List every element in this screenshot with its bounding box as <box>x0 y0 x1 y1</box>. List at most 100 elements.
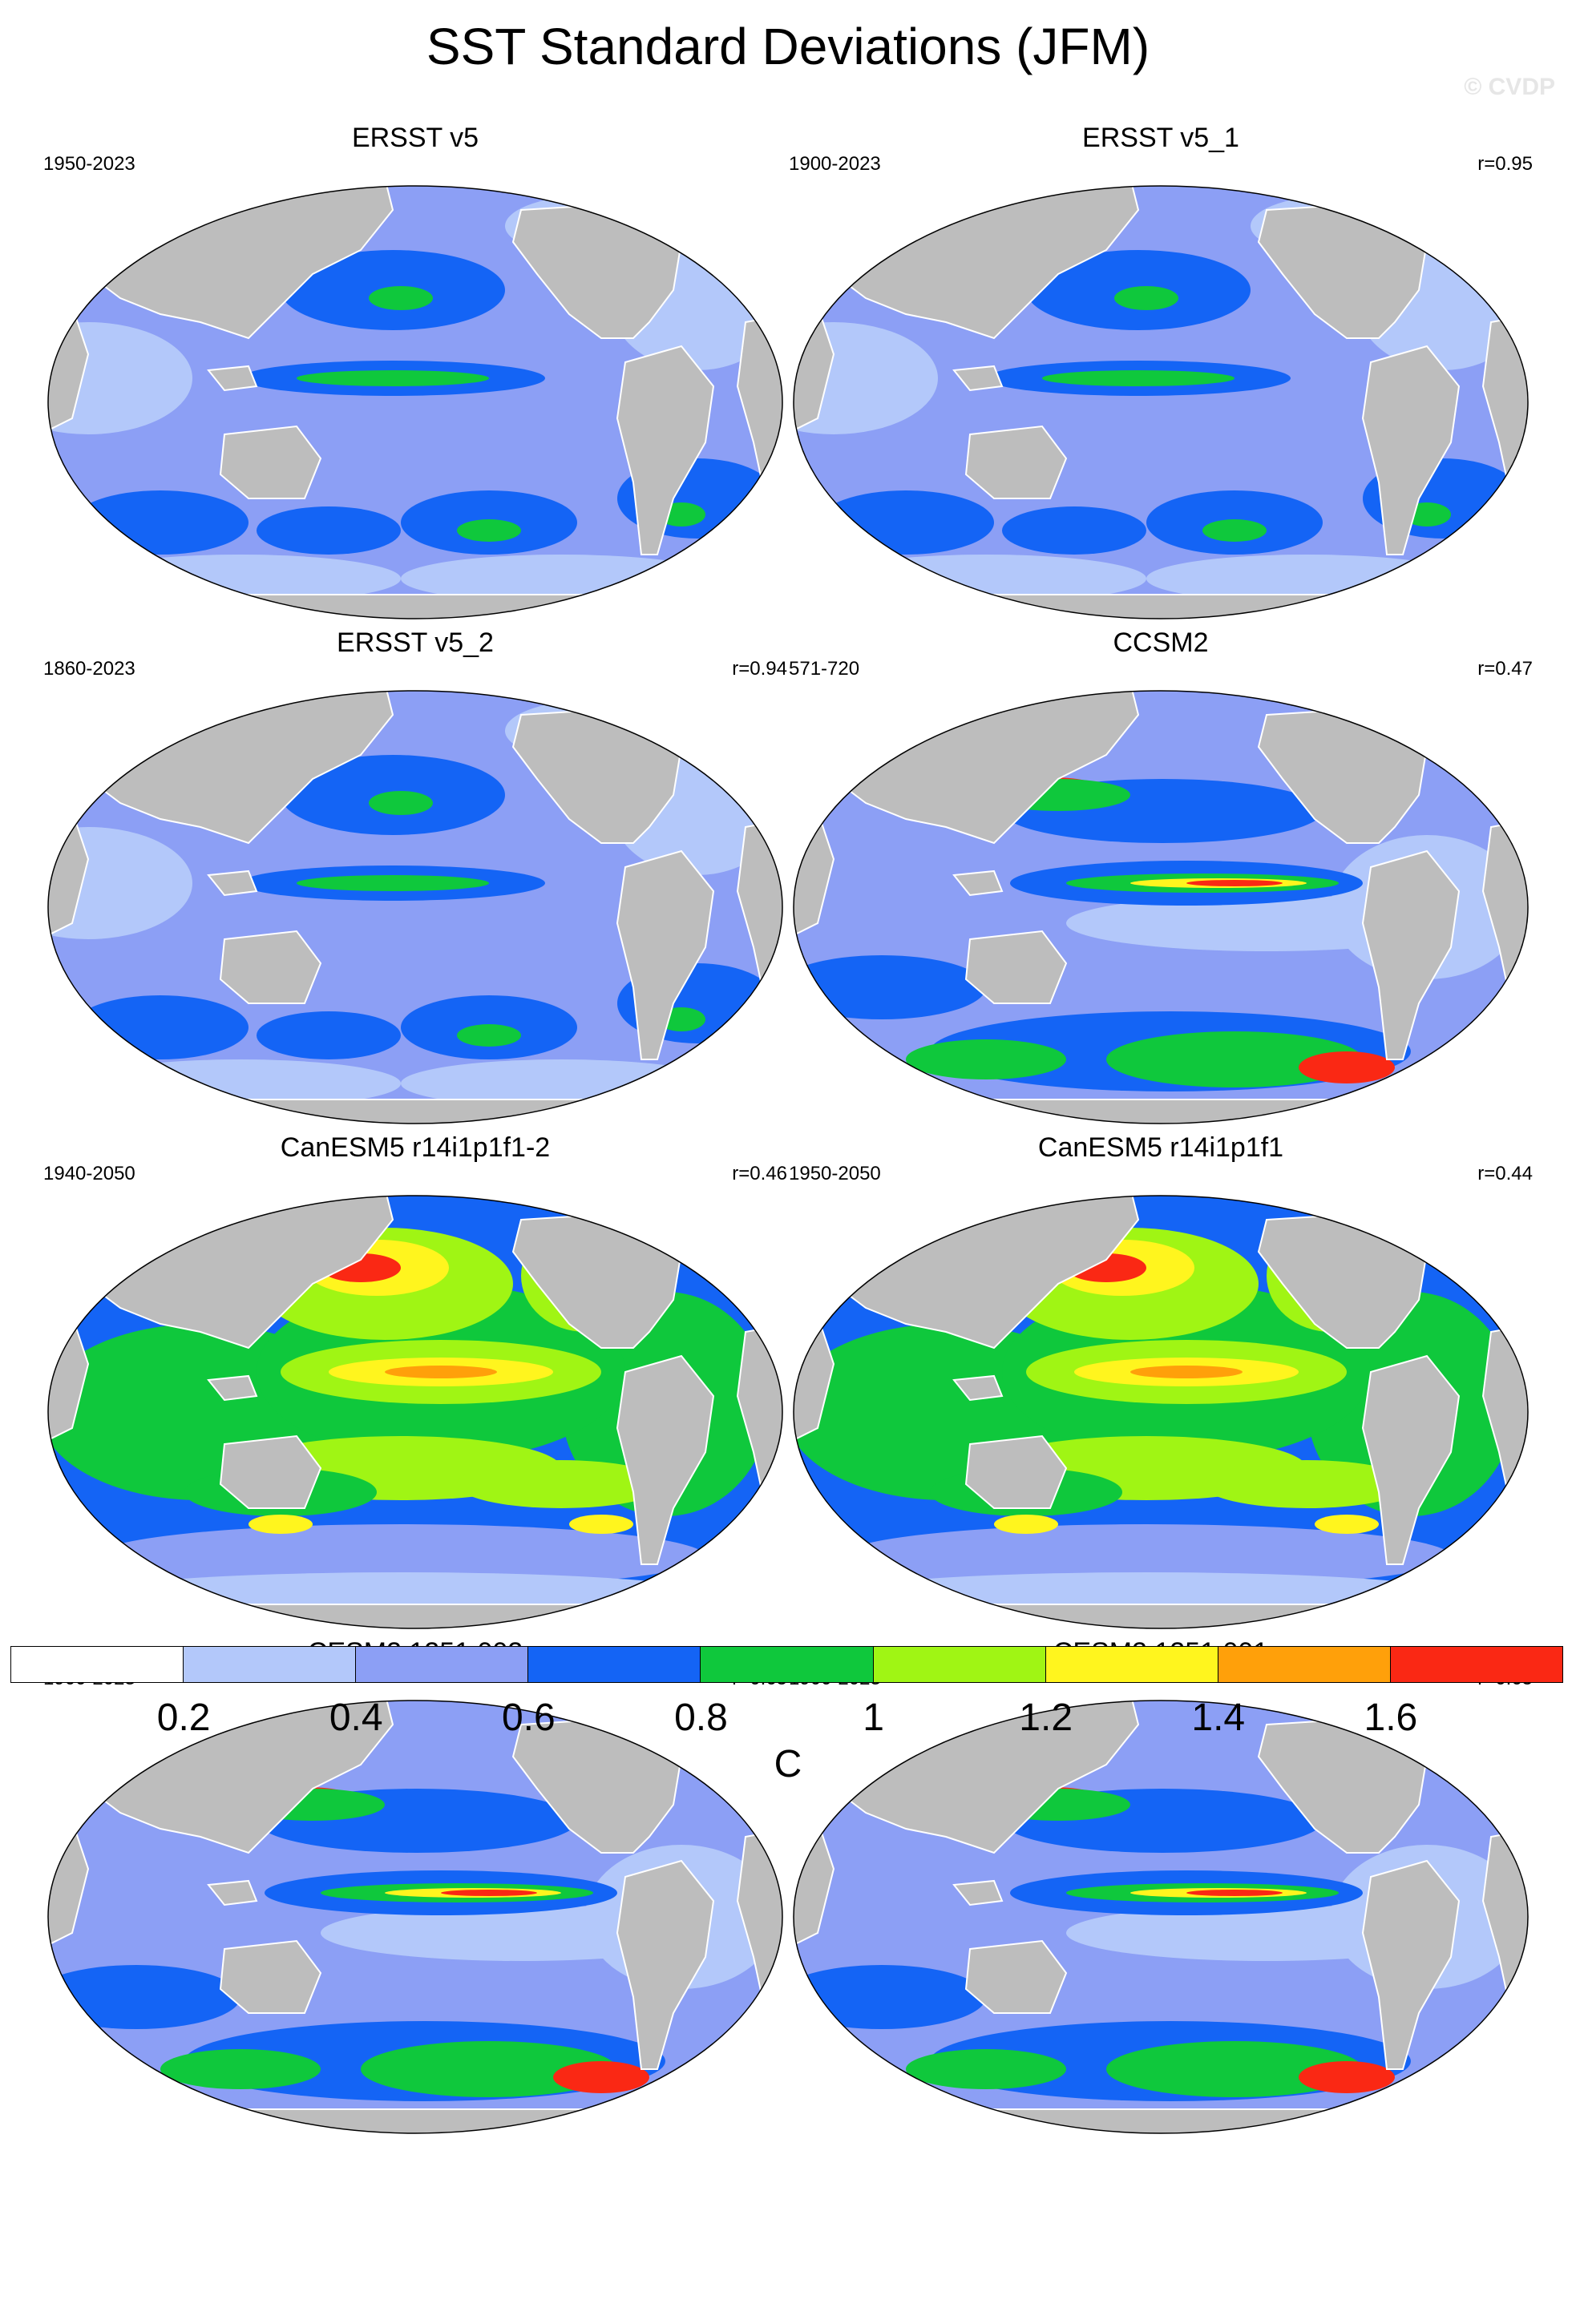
panel-correlation: r=0.44 <box>1477 1163 1533 1184</box>
sst-contour <box>72 995 249 1059</box>
panel-title: CanESM5 r14i1p1f1-2 <box>280 1132 551 1163</box>
map-panel: CCSM2 571-720 r=0.47 <box>786 625 1536 1138</box>
colorbar-tick-label: 1.4 <box>1191 1697 1246 1739</box>
land-mass <box>219 1939 322 2014</box>
land-mass <box>952 365 1004 392</box>
land-mass <box>207 1879 258 1906</box>
watermark: © CVDP <box>1464 74 1555 100</box>
colorbar-swatch <box>527 1646 701 1683</box>
land-mass <box>952 1879 1004 1906</box>
map-border <box>47 1195 783 1629</box>
land-mass <box>964 425 1068 499</box>
robinson-map <box>47 1700 783 2134</box>
land-mass <box>616 849 715 1060</box>
sst-contour <box>569 1515 633 1534</box>
land-mass <box>1361 345 1461 555</box>
map-border <box>47 1700 783 2134</box>
panel-years: 571-720 <box>789 658 860 680</box>
land-mass <box>616 1196 731 1245</box>
land-mass <box>794 1604 1528 1628</box>
sst-contour <box>1106 1031 1363 1087</box>
land-mass <box>794 1099 1528 1124</box>
sst-contour <box>1202 1460 1411 1508</box>
colorbar-tick-label: 0.8 <box>674 1697 728 1739</box>
colorbar-tick-label: 0.6 <box>501 1697 556 1739</box>
land-mass <box>219 425 322 499</box>
panel-correlation: r=0.95 <box>1477 153 1533 175</box>
colorbar-swatch <box>1217 1646 1391 1683</box>
sst-contour <box>1299 1051 1395 1083</box>
map-panel: CanESM5 r14i1p1f1-2 1940-2050 r=0.46 <box>40 1130 790 1643</box>
sst-contour <box>457 519 521 542</box>
colorbar-tick-label: 1.6 <box>1364 1697 1418 1739</box>
colorbar-unit: C <box>774 1743 802 1785</box>
land-mass <box>794 594 1528 619</box>
land-mass <box>794 2108 1528 2133</box>
sst-contour <box>361 2041 617 2097</box>
sst-contour <box>1130 1366 1243 1378</box>
map-panel: ERSST v5_2 1860-2023 r=0.94 <box>40 625 790 1138</box>
sst-contour <box>1315 1515 1379 1534</box>
robinson-map <box>793 185 1529 619</box>
sst-contour <box>1299 2061 1395 2093</box>
colorbar-swatch <box>1389 1646 1563 1683</box>
panel-title: ERSST v5_1 <box>1082 123 1239 153</box>
land-mass <box>219 930 322 1004</box>
colorbar-swatch <box>10 1646 184 1683</box>
map-border <box>793 1700 1529 2134</box>
sst-contour <box>441 1890 537 1896</box>
land-mass <box>48 1099 782 1124</box>
sst-contour <box>1202 519 1267 542</box>
colorbar <box>10 1646 1563 1684</box>
panel-years: 1940-2050 <box>43 1163 135 1184</box>
sst-contour <box>553 2061 649 2093</box>
map-border <box>47 690 783 1124</box>
sst-contour <box>48 1965 240 2029</box>
colorbar-tick-label: 0.4 <box>329 1697 383 1739</box>
panel-correlation: r=0.46 <box>732 1163 787 1184</box>
map-border <box>793 1195 1529 1629</box>
robinson-map <box>47 185 783 619</box>
sst-contour <box>906 1039 1066 1079</box>
map-panel: ERSST v5 1950-2023 <box>40 120 790 633</box>
land-mass <box>964 1434 1068 1509</box>
sst-contour <box>257 1011 401 1059</box>
panel-years: 1900-2023 <box>789 153 881 175</box>
sst-contour <box>369 286 433 310</box>
map-border <box>47 185 783 619</box>
sst-contour <box>1186 1890 1283 1896</box>
sst-contour <box>457 1460 665 1508</box>
panel-years: 1950-2023 <box>43 153 135 175</box>
sst-contour <box>48 827 192 939</box>
land-mass <box>1361 186 1477 236</box>
land-mass <box>207 1374 258 1402</box>
land-mass <box>964 1939 1068 2014</box>
sst-contour <box>249 1515 313 1534</box>
sst-contour <box>1106 2041 1363 2097</box>
land-mass <box>1361 1859 1461 2070</box>
sst-contour <box>385 1366 497 1378</box>
land-mass <box>1361 691 1477 740</box>
sst-contour <box>297 875 489 891</box>
robinson-map <box>793 1195 1529 1629</box>
land-mass <box>207 365 258 392</box>
panel-title: ERSST v5 <box>351 123 479 153</box>
robinson-map <box>793 1700 1529 2134</box>
land-mass <box>48 2108 782 2133</box>
land-mass <box>48 594 782 619</box>
land-mass <box>616 1354 715 1565</box>
colorbar-tick-label: 1 <box>863 1697 884 1739</box>
panel-years: 1950-2050 <box>789 1163 881 1184</box>
sst-contour <box>794 322 938 434</box>
land-mass <box>1361 1354 1461 1565</box>
colorbar-swatch <box>355 1646 529 1683</box>
panel-correlation: r=0.47 <box>1477 658 1533 680</box>
sst-contour <box>1002 506 1146 555</box>
sst-contour <box>994 1515 1058 1534</box>
sst-contour <box>818 490 994 555</box>
map-panel: CanESM5 r14i1p1f1 1950-2050 r=0.44 <box>786 1130 1536 1643</box>
robinson-map <box>47 1195 783 1629</box>
map-panel: ERSST v5_1 1900-2023 r=0.95 <box>786 120 1536 633</box>
colorbar-tick-label: 1.2 <box>1019 1697 1073 1739</box>
